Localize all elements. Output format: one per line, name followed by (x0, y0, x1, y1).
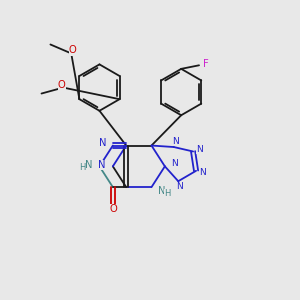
Text: N: N (171, 160, 178, 169)
Text: O: O (110, 204, 117, 214)
Text: H: H (165, 189, 171, 198)
Text: F: F (203, 59, 208, 69)
Text: N: N (85, 160, 92, 170)
Text: N: N (158, 186, 166, 196)
Text: N: N (98, 160, 106, 170)
Text: N: N (199, 168, 206, 177)
Text: N: N (99, 138, 106, 148)
Text: N: N (196, 145, 203, 154)
Text: N: N (172, 137, 178, 146)
Text: H: H (80, 163, 86, 172)
Text: O: O (69, 45, 76, 56)
Text: N: N (176, 182, 183, 191)
Text: O: O (58, 80, 66, 90)
